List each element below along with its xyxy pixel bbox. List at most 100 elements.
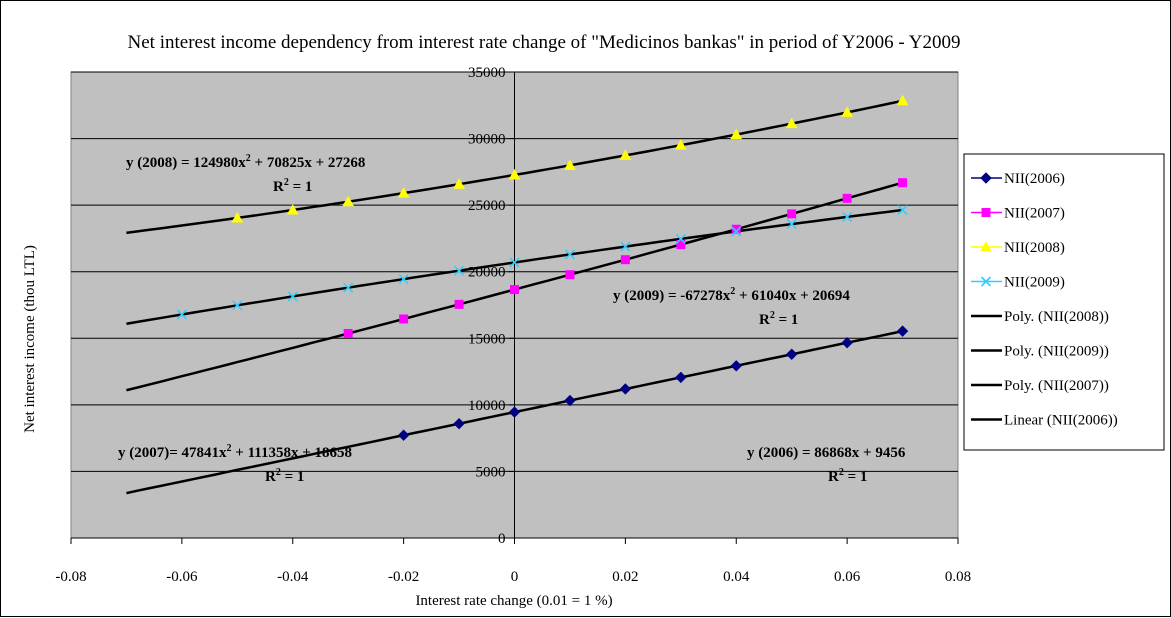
point-0-7 xyxy=(785,348,798,360)
series-2 xyxy=(231,94,909,223)
y-tick-label-0: 0 xyxy=(498,531,506,547)
x-tick-label-3: -0.02 xyxy=(388,569,419,585)
plot-area: -0.08 -0.06 -0.04 -0.02 0 0.02 0.04 0.06 0.08 0 50… xyxy=(55,65,971,585)
x-tick-label-1: -0.06 xyxy=(166,569,198,585)
legend-label-5: Poly. (NII(2009)) xyxy=(1004,344,1109,360)
legend-marker-0 xyxy=(980,172,992,184)
point-3-5 xyxy=(453,265,465,276)
point-0-2 xyxy=(508,406,521,418)
point-2-1 xyxy=(286,203,299,215)
point-2-3 xyxy=(397,187,410,198)
point-2-8 xyxy=(674,139,687,150)
legend-label-0: NII(2006) xyxy=(1004,171,1065,187)
point-1-3 xyxy=(510,285,519,295)
legend-entry-7: Linear (NII(2006)) xyxy=(971,413,1118,429)
point-1-10 xyxy=(898,178,908,188)
equation-eq-2008: y (2008) = 124980x2 + 70825x + 27268 xyxy=(126,153,365,171)
y-tick-label-1: 5000 xyxy=(476,464,506,480)
point-1-5 xyxy=(620,255,630,265)
point-3-2 xyxy=(287,291,298,302)
point-3-11 xyxy=(786,219,797,230)
legend-label-3: NII(2009) xyxy=(1004,275,1065,291)
y-tick-label-7: 35000 xyxy=(468,65,506,81)
point-3-8 xyxy=(620,241,631,252)
point-0-4 xyxy=(619,383,632,395)
legend-entry-2: NII(2008) xyxy=(971,240,1065,256)
chart-title: Net interest income dependency from inte… xyxy=(128,32,961,53)
legend-entry-6: Poly. (NII(2007)) xyxy=(971,378,1109,394)
point-1-8 xyxy=(787,209,797,219)
equation-eq-2009: y (2009) = -67278x2 + 61040x + 20694 xyxy=(613,286,850,304)
point-2-11 xyxy=(841,106,853,117)
point-1-1 xyxy=(399,314,409,324)
legend-label-4: Poly. (NII(2008)) xyxy=(1004,309,1109,325)
series-0 xyxy=(397,325,909,441)
point-3-1 xyxy=(232,300,243,311)
x-tick-label-5: 0.02 xyxy=(612,569,638,585)
legend-marker-2 xyxy=(980,240,992,252)
point-2-12 xyxy=(896,94,909,106)
point-3-9 xyxy=(675,233,686,244)
legend-marker-1 xyxy=(981,208,991,217)
point-0-5 xyxy=(675,371,687,384)
x-tick-label-7: 0.06 xyxy=(834,569,861,585)
point-2-10 xyxy=(785,117,798,129)
legend-entry-4: Poly. (NII(2008)) xyxy=(971,309,1109,325)
legend-label-7: Linear (NII(2006)) xyxy=(1004,413,1118,429)
x-tick-label-6: 0.04 xyxy=(723,569,750,585)
r-squared-eq-2008: R2 = 1 xyxy=(273,177,312,195)
point-1-0 xyxy=(343,328,353,338)
legend-box xyxy=(963,153,1165,451)
point-1-6 xyxy=(676,240,686,250)
point-2-2 xyxy=(342,195,355,207)
point-0-9 xyxy=(896,325,909,337)
y-tick-label-6: 30000 xyxy=(468,132,506,148)
point-3-7 xyxy=(564,249,576,260)
point-2-9 xyxy=(730,128,743,140)
legend: NII(2006) NII(2007) NII(2008) NII(2009) Poly… xyxy=(963,153,1165,451)
legend-marker-3 xyxy=(980,276,992,287)
point-1-7 xyxy=(731,224,741,234)
point-3-3 xyxy=(343,282,354,293)
legend-entry-5: Poly. (NII(2009)) xyxy=(971,344,1109,360)
y-tick-label-5: 25000 xyxy=(468,198,506,214)
y-tick-label-2: 10000 xyxy=(468,398,506,414)
y-axis-label: Net interest income (thou LTL) xyxy=(22,245,38,433)
point-1-9 xyxy=(842,193,852,203)
x-tick-label-2: -0.04 xyxy=(277,569,309,585)
legend-label-1: NII(2007) xyxy=(1004,206,1065,222)
point-0-0 xyxy=(397,429,410,441)
point-0-3 xyxy=(564,394,576,407)
x-tick-label-4: 0 xyxy=(511,569,519,585)
r-squared-eq-2007: R2 = 1 xyxy=(265,467,304,485)
r-squared-eq-2006: R2 = 1 xyxy=(828,467,867,485)
legend-entry-3: NII(2009) xyxy=(971,275,1065,291)
point-3-13 xyxy=(897,204,908,216)
legend-label-2: NII(2008) xyxy=(1004,240,1065,256)
point-3-0 xyxy=(176,309,187,320)
point-3-12 xyxy=(842,211,853,223)
point-3-10 xyxy=(731,226,742,237)
point-3-6 xyxy=(509,257,520,268)
point-0-6 xyxy=(730,360,742,372)
point-3-4 xyxy=(398,274,409,285)
point-0-8 xyxy=(841,336,853,349)
legend-entry-1: NII(2007) xyxy=(971,206,1065,222)
point-2-4 xyxy=(453,178,465,189)
point-1-4 xyxy=(565,270,575,280)
y-tick-label-3: 15000 xyxy=(468,331,506,347)
point-2-6 xyxy=(564,159,576,170)
series-1 xyxy=(343,178,908,338)
equation-eq-2007: y (2007)= 47841x2 + 111358x + 18658 xyxy=(118,443,352,461)
point-1-2 xyxy=(454,299,464,309)
point-0-1 xyxy=(453,417,465,430)
point-2-5 xyxy=(508,168,521,180)
x-tick-label-8: 0.08 xyxy=(945,569,971,585)
series-3 xyxy=(176,204,908,320)
legend-label-6: Poly. (NII(2007)) xyxy=(1004,378,1109,394)
legend-entry-0: NII(2006) xyxy=(971,171,1065,187)
point-2-0 xyxy=(231,211,244,223)
equation-eq-2006: y (2006) = 86868x + 9456 xyxy=(747,445,906,461)
